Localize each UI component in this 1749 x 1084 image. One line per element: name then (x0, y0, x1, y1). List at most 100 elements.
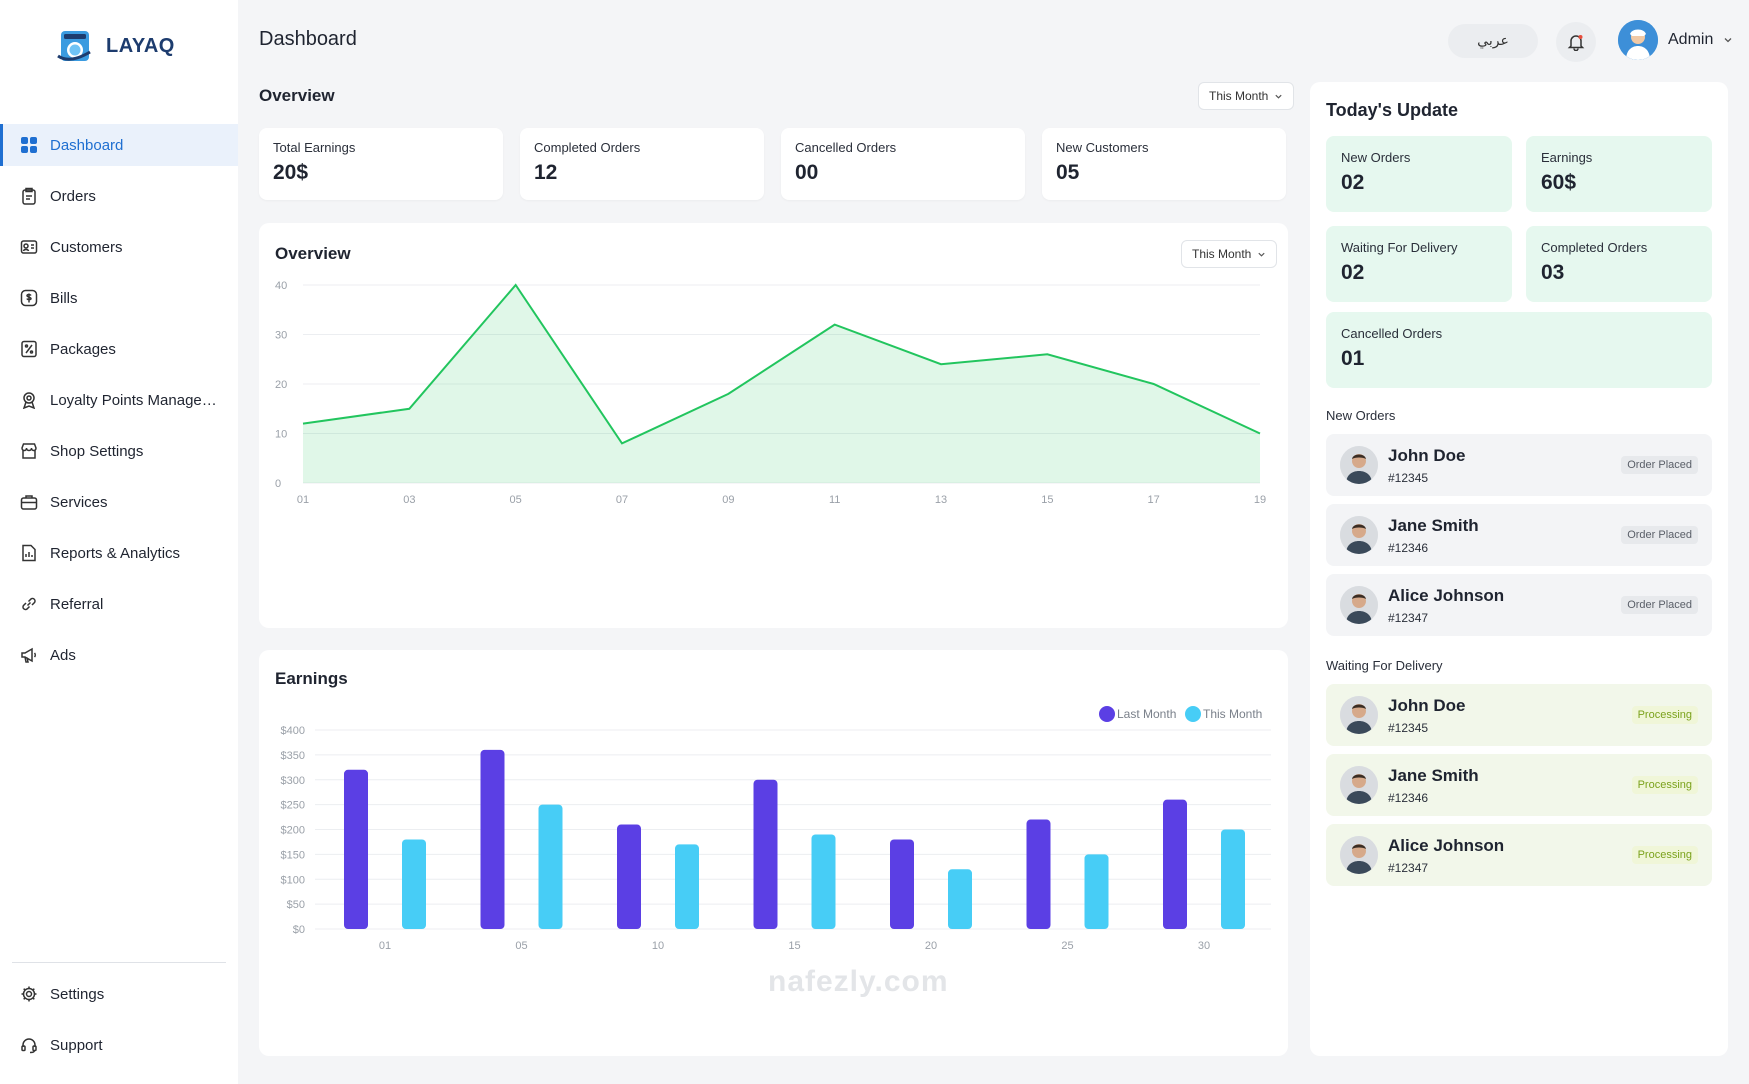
legend-swatch (1185, 706, 1201, 722)
customer-avatar (1340, 766, 1378, 804)
overview-area-chart: 0 10 20 30 40 01 03 05 07 09 11 13 15 17 19 (275, 280, 1266, 506)
customer-avatar (1340, 836, 1378, 874)
sidebar-item-reports[interactable]: Reports & Analytics (0, 532, 238, 574)
order-id: #12345 (1388, 720, 1429, 735)
update-value: 02 (1341, 171, 1365, 194)
new-order-row[interactable]: John Doe #12345 Order Placed (1326, 434, 1712, 496)
link-icon (22, 597, 36, 611)
stat-card-total-earnings: Total Earnings 20$ (259, 128, 503, 200)
dropdown-value: This Month (1192, 247, 1252, 261)
y-tick-label: $400 (281, 725, 305, 737)
admin-avatar (1618, 20, 1658, 60)
sidebar-item-dashboard[interactable]: Dashboard (0, 124, 238, 166)
sidebar-item-label: Packages (50, 340, 116, 358)
order-info: Alice Johnson #12347 (1388, 836, 1632, 875)
update-label: Cancelled Orders (1341, 326, 1443, 341)
x-tick-label: 19 (1254, 494, 1266, 506)
waiting-order-row[interactable]: Jane Smith #12346 Processing (1326, 754, 1712, 816)
bar (538, 804, 563, 929)
waiting-order-row[interactable]: John Doe #12345 Processing (1326, 684, 1712, 746)
update-label: New Orders (1341, 150, 1411, 165)
y-tick-label: 40 (275, 280, 287, 292)
sidebar-item-loyalty-points[interactable]: Loyalty Points Management (0, 379, 238, 421)
area-fill (303, 285, 1260, 483)
overview-chart-period-dropdown[interactable]: This Month (1181, 240, 1278, 268)
waiting-order-row[interactable]: Alice Johnson #12347 Processing (1326, 824, 1712, 886)
bar (890, 839, 914, 929)
sidebar-item-customers[interactable]: Customers (0, 226, 238, 268)
customer-name: Jane Smith (1388, 765, 1479, 785)
y-tick-label: $150 (281, 849, 305, 861)
stat-value: 00 (795, 161, 819, 184)
update-label: Completed Orders (1541, 240, 1648, 255)
status-badge: Processing (1631, 846, 1698, 864)
stat-label: Completed Orders (534, 140, 641, 155)
y-tick-label: $100 (281, 874, 305, 886)
chevron-down-icon (1258, 252, 1265, 257)
earnings-chart-panel: Earnings $0 $50 $100 $150 $200 $250 $300 $350 $4… (259, 650, 1288, 1056)
new-order-row[interactable]: Jane Smith #12346 Order Placed (1326, 504, 1712, 566)
sidebar-nav: Dashboard Orders Customers Bills Package… (0, 124, 238, 685)
notifications-button[interactable] (1556, 22, 1596, 62)
overview-title: Overview (259, 86, 335, 105)
x-tick-label: 05 (510, 494, 522, 506)
bar (1163, 799, 1187, 929)
sidebar-item-label: Dashboard (50, 136, 124, 154)
earnings-chart-title: Earnings (275, 669, 348, 688)
update-card-new-orders: New Orders 02 (1326, 136, 1512, 212)
sidebar-item-label: Services (50, 493, 108, 511)
sidebar-item-support[interactable]: Support (0, 1024, 238, 1066)
person-avatar-icon (1340, 696, 1378, 734)
megaphone-icon (21, 647, 37, 663)
x-tick-label: 03 (403, 494, 415, 506)
x-tick-label: 15 (1041, 494, 1053, 506)
order-info: Jane Smith #12346 (1388, 766, 1632, 805)
customer-name: John Doe (1388, 445, 1466, 465)
update-value: 60$ (1541, 171, 1577, 194)
clipboard-icon (22, 187, 36, 205)
sidebar-item-label: Ads (50, 646, 76, 664)
x-tick-label: 01 (297, 494, 309, 506)
y-tick-label: $250 (281, 800, 305, 812)
sidebar-item-settings[interactable]: Settings (0, 973, 238, 1015)
sidebar-item-label: Referral (50, 595, 104, 613)
watermark: nafezly.com (768, 965, 949, 998)
update-card-earnings: Earnings 60$ (1526, 136, 1712, 212)
customer-name: Jane Smith (1388, 515, 1479, 535)
bar (480, 749, 505, 929)
x-tick-label: 20 (925, 940, 937, 952)
sidebar-item-orders[interactable]: Orders (0, 175, 238, 217)
todays-update-title: Today's Update (1326, 100, 1458, 120)
status-badge: Processing (1631, 706, 1698, 724)
sidebar-item-label: Orders (50, 187, 96, 205)
admin-name: Admin (1668, 31, 1714, 48)
new-order-row[interactable]: Alice Johnson #12347 Order Placed (1326, 574, 1712, 636)
language-toggle-button[interactable]: عربي (1448, 24, 1538, 58)
order-info: John Doe #12345 (1388, 696, 1632, 735)
earnings-bar-chart: $0 $50 $100 $150 $200 $250 $300 $350 $400 01 05 10 1… (281, 706, 1271, 952)
legend-label: This Month (1203, 707, 1262, 721)
sidebar-item-ads[interactable]: Ads (0, 634, 238, 676)
bar (753, 779, 778, 929)
y-tick-label: $300 (281, 775, 305, 787)
sidebar-item-packages[interactable]: Packages (0, 328, 238, 370)
new-orders-heading: New Orders (1326, 408, 1396, 423)
sidebar-item-shop-settings[interactable]: Shop Settings (0, 430, 238, 472)
sidebar: LAYAQ Dashboard Orders Customers Bills P… (0, 0, 238, 1084)
admin-menu[interactable]: Admin (1618, 20, 1733, 60)
update-value: 01 (1341, 347, 1365, 370)
order-info: Jane Smith #12346 (1388, 516, 1621, 555)
y-tick-label: 0 (275, 478, 281, 490)
sidebar-item-services[interactable]: Services (0, 481, 238, 523)
sidebar-item-referral[interactable]: Referral (0, 583, 238, 625)
stat-card-cancelled-orders: Cancelled Orders 00 (781, 128, 1025, 200)
chevron-down-icon (1724, 38, 1732, 43)
award-icon (22, 392, 36, 409)
bar (402, 839, 426, 929)
x-tick-label: 09 (722, 494, 734, 506)
sidebar-item-bills[interactable]: Bills (0, 277, 238, 319)
customer-name: John Doe (1388, 695, 1466, 715)
order-info: Alice Johnson #12347 (1388, 586, 1621, 625)
brand[interactable]: LAYAQ (56, 28, 175, 64)
overview-period-dropdown[interactable]: This Month (1198, 82, 1295, 110)
